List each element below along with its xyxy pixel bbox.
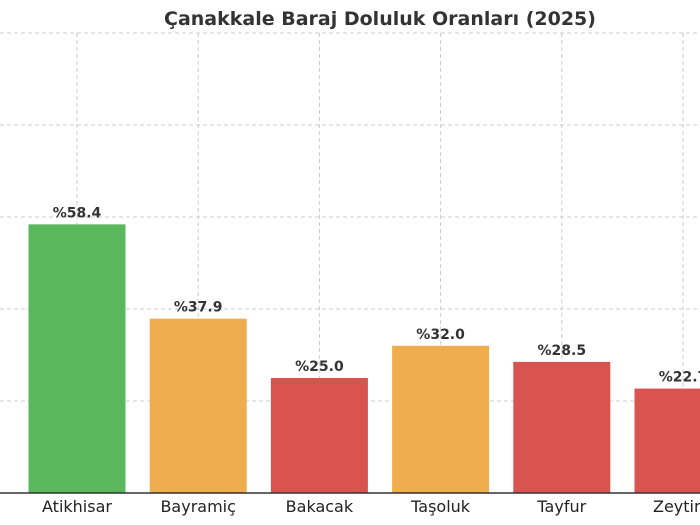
- bar: [634, 388, 700, 493]
- value-labels: %58.4 %37.9 %25.0 %32.0 %28.5 %22.7: [53, 205, 700, 385]
- bar-value-label: %58.4: [53, 205, 102, 221]
- x-tick-label: Zeytinli: [653, 497, 700, 516]
- x-tick-label: Tayfur: [536, 497, 586, 516]
- bar: [392, 345, 490, 493]
- bar-value-label: %32.0: [416, 327, 465, 343]
- chart-title: Çanakkale Baraj Doluluk Oranları (2025): [164, 8, 596, 30]
- bar-value-label: %22.7: [659, 370, 700, 386]
- bar: [513, 361, 611, 493]
- bar: [28, 224, 126, 494]
- bar-value-label: %28.5: [538, 343, 587, 359]
- x-tick-label: Taşoluk: [410, 497, 471, 516]
- x-tick-label: Atikhisar: [42, 497, 112, 516]
- bar: [270, 378, 368, 493]
- x-tick-label: Bakacak: [286, 497, 354, 516]
- x-tick-label: Bayramiç: [160, 497, 235, 516]
- bar-value-label: %37.9: [174, 300, 223, 316]
- bar: [149, 318, 247, 493]
- x-axis-tick-labels: Atikhisar Bayramiç Bakacak Taşoluk Tayfur Zey…: [42, 497, 700, 516]
- bars: [28, 224, 700, 494]
- bar-value-label: %25.0: [295, 359, 344, 375]
